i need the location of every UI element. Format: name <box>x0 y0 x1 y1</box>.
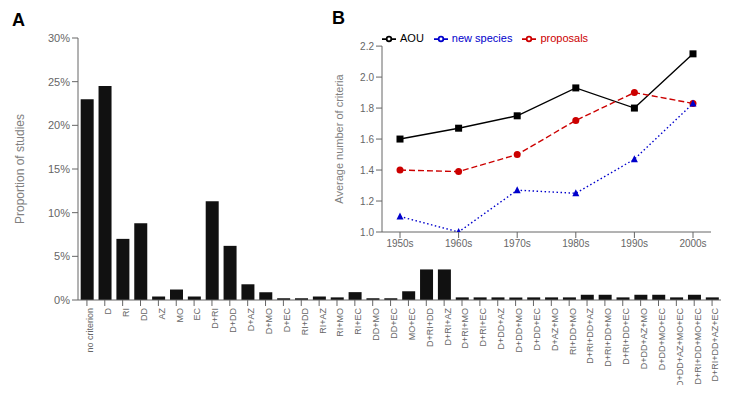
svg-text:RI: RI <box>121 308 131 317</box>
svg-text:20%: 20% <box>48 119 70 131</box>
svg-text:D+RI+AZ: D+RI+AZ <box>443 308 453 346</box>
svg-text:D+RI+DD+AZ: D+RI+DD+AZ <box>585 308 595 364</box>
svg-text:2000s: 2000s <box>679 238 706 249</box>
svg-text:25%: 25% <box>48 76 70 88</box>
svg-text:1960s: 1960s <box>445 238 472 249</box>
svg-text:RI+EC: RI+EC <box>353 308 363 335</box>
svg-text:D+RI+DD+AZ+EC: D+RI+DD+AZ+EC <box>710 308 720 382</box>
html-text:A: A <box>12 10 25 30</box>
svg-text:D+AZ+MO: D+AZ+MO <box>550 308 560 351</box>
svg-text:EC: EC <box>192 308 202 321</box>
svg-text:D+RI: D+RI <box>210 308 220 329</box>
svg-text:D: D <box>103 308 113 315</box>
svg-text:D+MO: D+MO <box>264 308 274 334</box>
svg-text:1.8: 1.8 <box>360 103 374 114</box>
svg-text:1990s: 1990s <box>621 238 648 249</box>
svg-text:0%: 0% <box>54 294 70 306</box>
svg-text:2.0: 2.0 <box>360 72 374 83</box>
svg-text:1.0: 1.0 <box>360 227 374 238</box>
svg-text:RI+MO: RI+MO <box>335 308 345 337</box>
svg-text:DD+MO: DD+MO <box>371 308 381 341</box>
svg-text:RI+AZ: RI+AZ <box>318 308 328 334</box>
svg-text:D+RI+DD: D+RI+DD <box>425 308 435 348</box>
svg-text:D+DD: D+DD <box>228 308 238 333</box>
svg-text:D+DD+AZ+MO: D+DD+AZ+MO <box>639 308 649 369</box>
svg-text:1.6: 1.6 <box>360 134 374 145</box>
svg-text:DD: DD <box>139 308 149 321</box>
svg-text:30%: 30% <box>48 32 70 44</box>
svg-text:D+DD+AZ+MO+EC: D+DD+AZ+MO+EC <box>675 308 685 385</box>
svg-text:D+DD+AZ: D+DD+AZ <box>496 308 506 350</box>
svg-text:D+DD+MO+EC: D+DD+MO+EC <box>657 308 667 371</box>
svg-text:1950s: 1950s <box>386 238 413 249</box>
svg-text:1.4: 1.4 <box>360 165 374 176</box>
svg-text:1970s: 1970s <box>504 238 531 249</box>
svg-text:RI+DD+MO: RI+DD+MO <box>568 308 578 355</box>
svg-text:RI+DD: RI+DD <box>300 308 310 336</box>
svg-text:MO+EC: MO+EC <box>407 308 417 341</box>
svg-text:D+DD+EC: D+DD+EC <box>532 308 542 351</box>
svg-text:D+AZ: D+AZ <box>246 308 256 332</box>
svg-text:Average number of criteria: Average number of criteria <box>333 73 345 203</box>
svg-text:DD+EC: DD+EC <box>389 308 399 339</box>
svg-text:D+RI+DD+EC: D+RI+DD+EC <box>621 308 631 365</box>
svg-text:1.2: 1.2 <box>360 196 374 207</box>
svg-text:D+RI+DD+MO+EC: D+RI+DD+MO+EC <box>693 308 703 385</box>
svg-text:D+DD+MO: D+DD+MO <box>514 308 524 353</box>
html-text:AOU: AOU <box>400 32 424 44</box>
html-text:new species: new species <box>451 32 513 44</box>
svg-text:15%: 15% <box>48 163 70 175</box>
html-text:proposals: proposals <box>540 32 589 44</box>
svg-text:D+RI+MO: D+RI+MO <box>460 308 470 349</box>
svg-text:no criterion: no criterion <box>85 308 95 353</box>
svg-text:5%: 5% <box>54 250 70 262</box>
html-text:B: B <box>332 8 345 28</box>
svg-text:MO: MO <box>175 308 185 323</box>
svg-text:10%: 10% <box>48 207 70 219</box>
svg-text:D+RI+EC: D+RI+EC <box>478 308 488 347</box>
svg-text:1980s: 1980s <box>562 238 589 249</box>
svg-text:D+RI+DD+MO: D+RI+DD+MO <box>603 308 613 367</box>
svg-text:Proportion of studies: Proportion of studies <box>13 114 27 224</box>
svg-text:2.2: 2.2 <box>360 41 374 52</box>
svg-text:AZ: AZ <box>157 308 167 320</box>
svg-text:D+EC: D+EC <box>282 308 292 333</box>
